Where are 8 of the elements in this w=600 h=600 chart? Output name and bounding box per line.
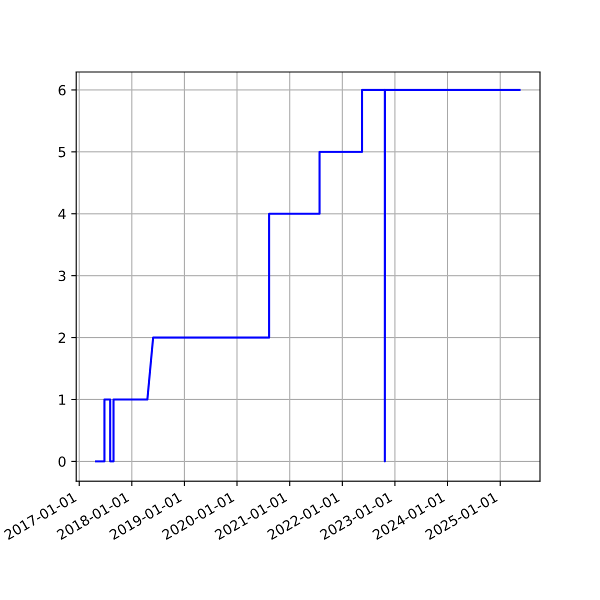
y-tick-label: 6 bbox=[58, 84, 66, 96]
y-tick-label: 5 bbox=[58, 147, 66, 158]
y-tick-label: 1 bbox=[59, 394, 66, 405]
y-tick-label: 2 bbox=[58, 332, 66, 343]
y-tick-label: 0 bbox=[58, 456, 66, 467]
y-tick-label: 3 bbox=[58, 270, 66, 282]
y-tick-label: 4 bbox=[58, 208, 66, 220]
line-series bbox=[95, 88, 521, 462]
